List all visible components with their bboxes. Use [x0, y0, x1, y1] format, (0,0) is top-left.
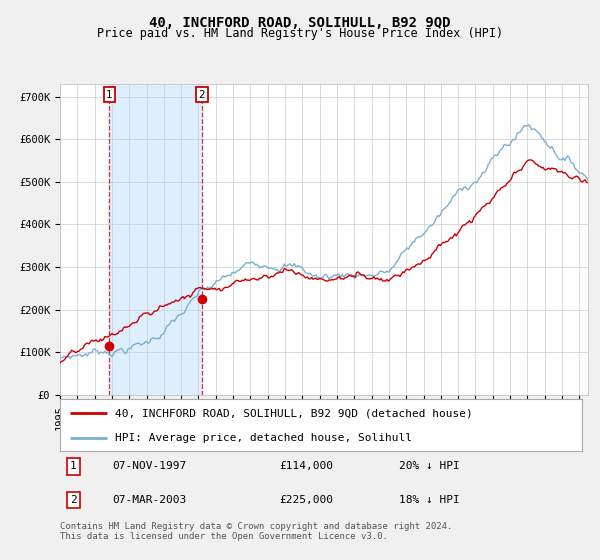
Text: 20% ↓ HPI: 20% ↓ HPI	[400, 461, 460, 472]
Text: 07-NOV-1997: 07-NOV-1997	[112, 461, 187, 472]
Text: £225,000: £225,000	[279, 495, 333, 505]
Text: 40, INCHFORD ROAD, SOLIHULL, B92 9QD: 40, INCHFORD ROAD, SOLIHULL, B92 9QD	[149, 16, 451, 30]
Text: 1: 1	[70, 461, 76, 472]
Text: £114,000: £114,000	[279, 461, 333, 472]
Text: Price paid vs. HM Land Registry's House Price Index (HPI): Price paid vs. HM Land Registry's House …	[97, 27, 503, 40]
Text: 1: 1	[106, 90, 113, 100]
Text: 2: 2	[198, 90, 205, 100]
Text: 07-MAR-2003: 07-MAR-2003	[112, 495, 187, 505]
Text: 40, INCHFORD ROAD, SOLIHULL, B92 9QD (detached house): 40, INCHFORD ROAD, SOLIHULL, B92 9QD (de…	[115, 408, 473, 418]
Text: 2: 2	[70, 495, 76, 505]
Bar	[109, 84, 202, 395]
Text: HPI: Average price, detached house, Solihull: HPI: Average price, detached house, Soli…	[115, 433, 412, 443]
Text: 18% ↓ HPI: 18% ↓ HPI	[400, 495, 460, 505]
Text: Contains HM Land Registry data © Crown copyright and database right 2024.
This d: Contains HM Land Registry data © Crown c…	[60, 522, 452, 542]
